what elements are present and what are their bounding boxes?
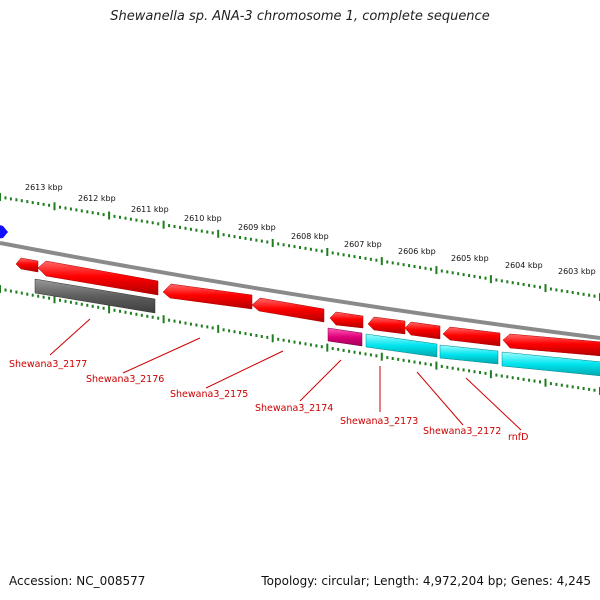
tick-label: 2609 kbp xyxy=(238,223,276,232)
tick-label: 2607 kbp xyxy=(344,240,382,249)
gene-label[interactable]: Shewana3_2173 xyxy=(340,416,418,427)
inner-ruler xyxy=(0,285,600,395)
other-feature[interactable] xyxy=(365,333,438,358)
gene-feature[interactable] xyxy=(251,297,325,323)
topology-text: Topology: circular; Length: 4,972,204 bp… xyxy=(261,574,591,588)
chromosome-backbone xyxy=(0,241,600,340)
other-feature[interactable] xyxy=(439,344,499,365)
outer-ruler xyxy=(0,193,600,301)
tick-label: 2611 kbp xyxy=(131,205,169,214)
gene-feature[interactable] xyxy=(502,333,600,357)
gene-label[interactable]: Shewana3_2176 xyxy=(86,374,164,385)
tick-label: 2606 kbp xyxy=(398,247,436,256)
gene-feature[interactable] xyxy=(367,316,406,335)
gene-feature[interactable] xyxy=(442,326,501,347)
gene-feature[interactable] xyxy=(329,311,364,329)
other-feature[interactable] xyxy=(501,351,600,377)
gene-feature[interactable] xyxy=(404,321,441,340)
label-leader-lines xyxy=(49,318,522,431)
tick-label: 2603 kbp xyxy=(558,267,596,276)
tick-label: 2612 kbp xyxy=(78,194,116,203)
position-marker-icon xyxy=(0,225,8,239)
map-title: Shewanella sp. ANA-3 chromosome 1, compl… xyxy=(110,9,490,24)
forward-strand-features xyxy=(15,257,600,357)
tick-label: 2608 kbp xyxy=(291,232,329,241)
gene-label[interactable]: Shewana3_2172 xyxy=(423,426,501,437)
tick-label: 2604 kbp xyxy=(505,261,543,270)
pseudo-feature[interactable] xyxy=(327,327,363,347)
gene-label[interactable]: Shewana3_2177 xyxy=(9,359,87,370)
tick-labels: 2613 kbp 2612 kbp 2611 kbp 2610 kbp 2609… xyxy=(25,183,596,276)
accession-text: Accession: NC_008577 xyxy=(9,574,146,588)
tick-label: 2610 kbp xyxy=(184,214,222,223)
rna-feature[interactable] xyxy=(34,278,156,314)
gene-feature[interactable] xyxy=(162,283,253,310)
gene-feature[interactable] xyxy=(37,260,159,296)
gene-feature[interactable] xyxy=(15,257,39,273)
tick-label: 2613 kbp xyxy=(25,183,63,192)
gene-labels: Shewana3_2177 Shewana3_2176 Shewana3_217… xyxy=(9,359,528,443)
reverse-strand-features xyxy=(34,278,600,377)
tick-label: 2605 kbp xyxy=(451,254,489,263)
gene-label[interactable]: rnfD xyxy=(508,432,528,443)
gene-label[interactable]: Shewana3_2175 xyxy=(170,389,248,400)
gene-label[interactable]: Shewana3_2174 xyxy=(255,403,333,414)
